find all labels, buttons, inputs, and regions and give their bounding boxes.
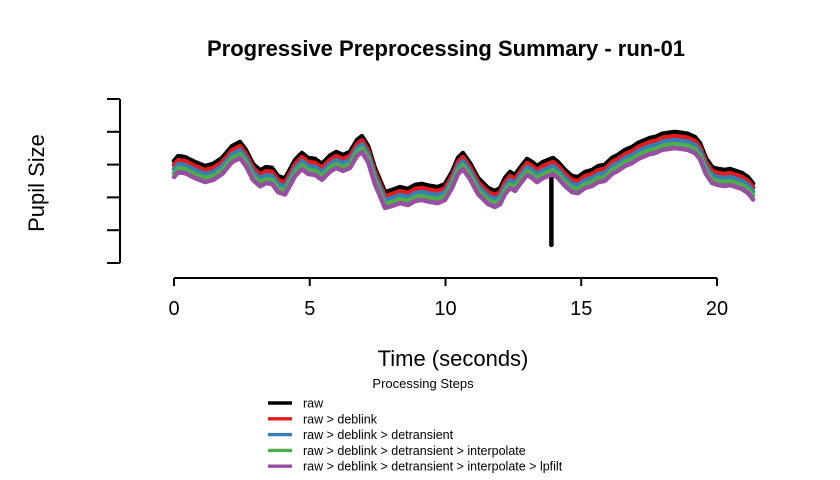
series-line-1 [171,133,756,199]
x-tick-label: 20 [706,298,728,320]
x-tick-label: 15 [570,298,592,320]
legend-item: raw > deblink > detransient > interpolat… [268,444,526,458]
y-axis-label: Pupil Size [24,134,49,232]
legend-item-label: raw [303,397,324,411]
legend-item-label: raw > deblink > detransient > interpolat… [303,444,526,458]
legend-item: raw > deblink > detransient [268,428,454,442]
legend-item-label: raw > deblink [303,412,378,426]
axes: 0 5 10 15 20 [107,98,728,320]
x-tick-label: 5 [304,298,315,320]
data-series [171,129,756,248]
series-line-4 [171,145,756,211]
series-line-2 [171,137,756,203]
series-line-0 [171,129,756,195]
x-axis-label: Time (seconds) [378,346,529,371]
legend-item-label: raw > deblink > detransient > interpolat… [303,460,563,474]
legend-item-label: raw > deblink > detransient [303,428,454,442]
series-line-3 [171,141,756,207]
legend-item: raw > deblink [268,412,378,426]
x-tick-label: 0 [168,298,179,320]
legend-item: raw [268,397,324,411]
legend-title: Processing Steps [372,376,474,391]
x-tick-label: 10 [434,298,456,320]
chart-title: Progressive Preprocessing Summary - run-… [207,36,685,61]
legend-item: raw > deblink > detransient > interpolat… [268,460,563,474]
